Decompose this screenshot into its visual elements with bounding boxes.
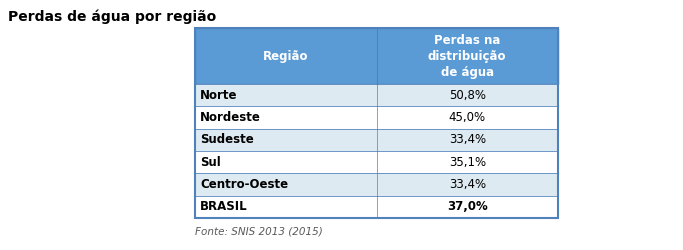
Bar xyxy=(195,196,558,218)
Text: 33,4%: 33,4% xyxy=(449,178,486,191)
Text: Perdas de água por região: Perdas de água por região xyxy=(8,10,217,24)
Text: 35,1%: 35,1% xyxy=(449,156,486,169)
Bar xyxy=(195,151,558,173)
Text: 50,8%: 50,8% xyxy=(449,89,486,102)
Bar xyxy=(195,106,558,129)
Bar xyxy=(195,129,558,151)
Text: Região: Região xyxy=(263,50,309,62)
Text: Sul: Sul xyxy=(200,156,221,169)
Text: 33,4%: 33,4% xyxy=(449,133,486,146)
Text: BRASIL: BRASIL xyxy=(200,200,248,213)
Bar xyxy=(195,28,558,84)
Text: 45,0%: 45,0% xyxy=(449,111,486,124)
Text: Fonte: SNIS 2013 (2015): Fonte: SNIS 2013 (2015) xyxy=(195,226,323,236)
Text: Perdas na
distribuição
de água: Perdas na distribuição de água xyxy=(428,34,507,78)
Text: Nordeste: Nordeste xyxy=(200,111,261,124)
Bar xyxy=(195,173,558,196)
Text: Centro-Oeste: Centro-Oeste xyxy=(200,178,288,191)
Text: 37,0%: 37,0% xyxy=(447,200,488,213)
Bar xyxy=(195,84,558,106)
Bar xyxy=(195,28,558,218)
Text: Norte: Norte xyxy=(200,89,238,102)
Text: Sudeste: Sudeste xyxy=(200,133,254,146)
